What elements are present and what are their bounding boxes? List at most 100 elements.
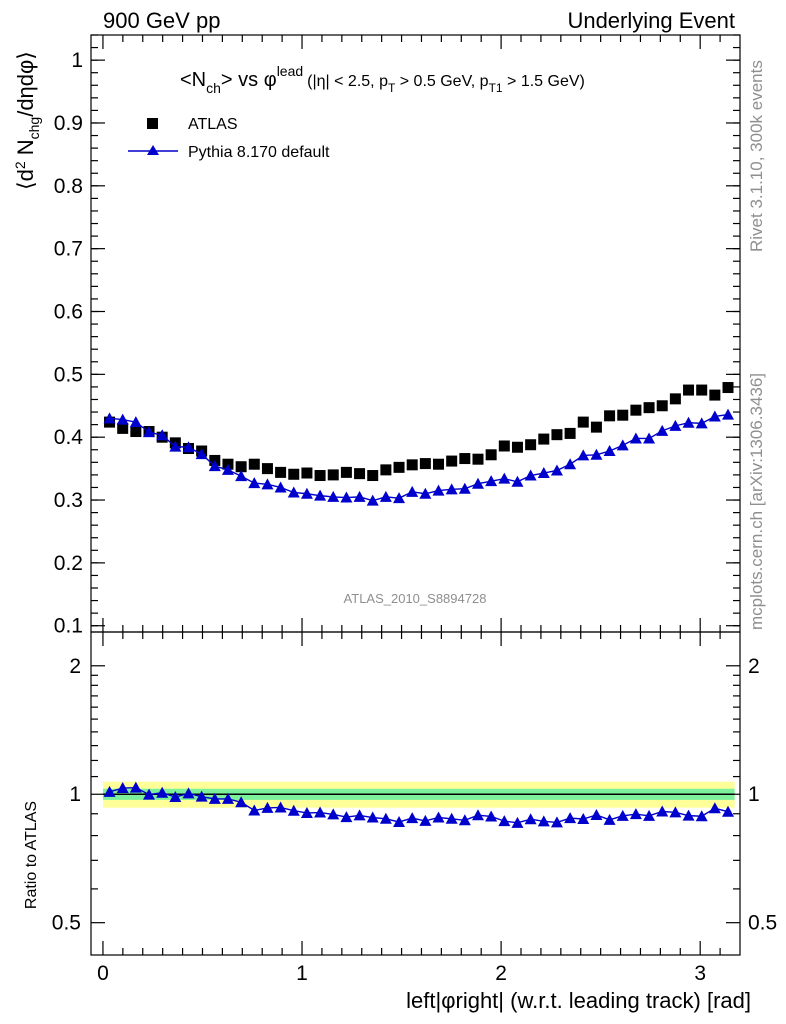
pythia-point — [577, 449, 590, 461]
ratio-pythia-point — [156, 786, 169, 798]
ratio-pythia-point — [116, 782, 129, 794]
ratio-pythia-point — [708, 802, 721, 814]
ratio-pythia-point — [143, 788, 156, 800]
legend-data-marker — [147, 118, 158, 129]
main-ytick-label: 0.7 — [54, 238, 83, 261]
ratio-pythia-point — [340, 811, 353, 823]
pythia-point — [287, 486, 300, 498]
x-tick-label: 1 — [296, 962, 308, 985]
pythia-point — [156, 429, 169, 441]
atlas-data-point — [380, 464, 392, 476]
ratio-pythia-point — [471, 809, 484, 821]
ratio-pythia-point — [656, 805, 669, 817]
atlas-data-point — [630, 404, 642, 416]
legend-mc-marker — [147, 145, 159, 155]
atlas-data-point — [406, 459, 418, 471]
atlas-data-point — [498, 440, 510, 452]
pythia-point — [235, 470, 248, 482]
pythia-point — [327, 490, 340, 502]
atlas-data-point — [235, 461, 247, 473]
pythia-point — [432, 484, 445, 496]
main-ytick-label: 0.2 — [54, 552, 83, 575]
atlas-data-point — [248, 458, 260, 470]
atlas-data-point — [590, 421, 602, 433]
atlas-data-point — [604, 410, 616, 422]
pythia-point — [564, 458, 577, 470]
ratio-pythia-point — [577, 812, 590, 824]
analysis-watermark: ATLAS_2010_S8894728 — [344, 591, 487, 606]
atlas-data-point — [275, 466, 287, 478]
atlas-data-point — [525, 439, 537, 451]
atlas-data-point — [367, 470, 379, 482]
atlas-data-point — [722, 382, 734, 394]
ratio-pythia-point — [485, 810, 498, 822]
ratio-ytick-label-right: 0.5 — [748, 912, 777, 935]
main-panel-series — [103, 382, 735, 506]
ratio-panel-axes: 0 1 2 3 0.5 0.5 1 1 2 2 — [52, 631, 777, 985]
pythia-point — [708, 410, 721, 422]
ratio-ytick-label-right: 2 — [748, 655, 760, 678]
atlas-data-point — [288, 468, 300, 480]
ratio-pythia-point — [590, 809, 603, 821]
pythia-point — [524, 469, 537, 481]
atlas-data-point — [538, 433, 550, 445]
pythia-point — [393, 492, 406, 504]
ratio-pythia-point — [182, 787, 195, 799]
ratio-pythia-point — [498, 815, 511, 827]
pythia-point — [511, 475, 524, 487]
pythia-point — [406, 485, 419, 497]
legend-data-label: ATLAS — [188, 116, 238, 133]
pythia-point — [221, 463, 234, 475]
pythia-point — [498, 472, 511, 484]
main-ytick-label: 0.5 — [54, 363, 83, 386]
ratio-pythia-point — [129, 781, 142, 793]
ratio-pythia-point — [300, 806, 313, 818]
ratio-pythia-point — [564, 812, 577, 824]
x-tick-label: 0 — [97, 962, 109, 985]
ratio-pythia-point — [287, 804, 300, 816]
ratio-pythia-point — [221, 792, 234, 804]
ratio-pythia-point — [353, 809, 366, 821]
atlas-data-point — [327, 469, 339, 481]
ratio-pythia-point — [379, 812, 392, 824]
pythia-point — [208, 460, 221, 472]
legend-mc-label: Pythia 8.170 default — [188, 144, 330, 161]
pythia-point — [103, 412, 116, 424]
pythia-point — [471, 477, 484, 489]
pythia-point — [261, 478, 274, 490]
ratio-band — [102, 781, 735, 808]
pythia-point — [182, 441, 195, 453]
pythia-point — [314, 489, 327, 501]
atlas-data-point — [511, 441, 523, 453]
ratio-pythia-point — [629, 808, 642, 820]
ratio-pythia-point — [208, 792, 221, 804]
pythia-point — [340, 491, 353, 503]
x-axis-label: left|φright| (w.r.t. leading track) [rad… — [406, 988, 751, 1013]
pythia-point — [722, 408, 735, 420]
atlas-data-point — [709, 389, 721, 401]
ratio-pythia-point — [537, 815, 550, 827]
pythia-point — [682, 416, 695, 428]
pythia-point — [537, 467, 550, 479]
pythia-point — [300, 487, 313, 499]
atlas-data-point — [419, 458, 431, 470]
pythia-point — [143, 426, 156, 438]
ratio-pythia-point — [445, 812, 458, 824]
ratio-ytick-label-right: 1 — [748, 783, 760, 806]
pythia-point — [485, 475, 498, 487]
legend: ATLAS Pythia 8.170 default — [128, 116, 330, 161]
ratio-ytick-label-left: 1 — [69, 783, 81, 806]
main-ytick-label: 0.9 — [54, 112, 83, 135]
ratio-pythia-point — [550, 816, 563, 828]
atlas-data-point — [301, 467, 313, 479]
pythia-point — [353, 490, 366, 502]
ratio-pythia-point — [261, 801, 274, 813]
atlas-data-point — [617, 409, 629, 421]
pythia-point — [629, 432, 642, 444]
pythia-point — [643, 432, 656, 444]
header-left: 900 GeV pp — [103, 8, 220, 33]
atlas-data-point — [656, 400, 668, 412]
pythia-point — [116, 413, 129, 425]
main-ytick-label: 0.6 — [54, 301, 83, 324]
atlas-data-point — [117, 422, 129, 434]
